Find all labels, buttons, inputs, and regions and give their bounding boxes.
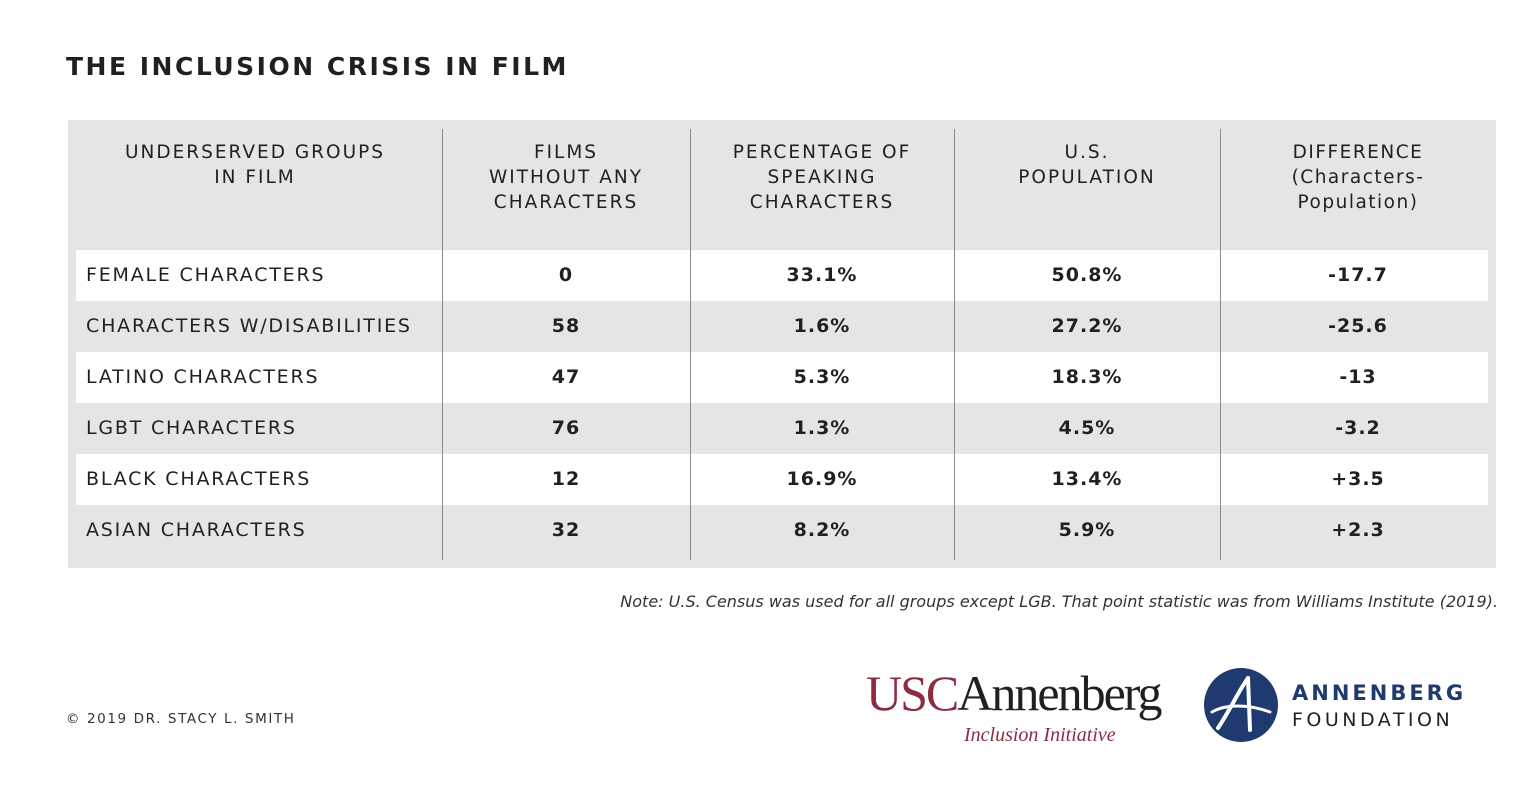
cell-us-population: 27.2% [1051,315,1123,337]
cell-films-without: 32 [551,519,581,541]
cell-us-population: 5.9% [1058,519,1116,541]
header-pct-speaking: PERCENTAGE OF SPEAKING CHARACTERS [732,142,912,213]
table-row [76,250,1488,301]
copyright: © 2019 DR. STACY L. SMITH [66,711,296,727]
usc-annenberg-logo: USCAnnenberg Inclusion Initiative [866,664,1178,750]
cell-pct-speaking: 33.1% [786,264,858,286]
cell-films-without: 76 [551,417,581,439]
row-label: LATINO CHARACTERS [86,366,320,388]
cell-us-population: 4.5% [1058,417,1116,439]
cell-films-without: 12 [551,468,581,490]
cell-us-population: 50.8% [1051,264,1123,286]
column-divider [442,129,443,560]
header-underserved-groups: UNDERSERVED GROUPS IN FILM [124,142,386,188]
usc-logo-text: USC [866,665,959,721]
column-divider [1220,129,1221,560]
annenberg-foundation-name: ANNENBERG [1292,681,1467,705]
annenberg-foundation-sub: FOUNDATION [1292,709,1454,731]
column-divider [690,129,691,560]
footnote: Note: U.S. Census was used for all group… [620,592,1498,611]
cell-pct-speaking: 1.6% [793,315,851,337]
annenberg-foundation-seal-icon [1204,668,1278,742]
column-divider [954,129,955,560]
cell-pct-speaking: 5.3% [793,366,851,388]
inclusion-table: UNDERSERVED GROUPS IN FILM FILMS WITHOUT… [68,120,1496,568]
row-label: CHARACTERS W/DISABILITIES [86,315,412,337]
header-difference: DIFFERENCE (Characters- Population) [1291,142,1425,213]
row-label: LGBT CHARACTERS [86,417,297,439]
cell-difference: -13 [1339,366,1377,388]
cell-pct-speaking: 1.3% [793,417,851,439]
cell-us-population: 13.4% [1051,468,1123,490]
cell-pct-speaking: 8.2% [793,519,851,541]
cell-pct-speaking: 16.9% [786,468,858,490]
annenberg-logo-text: Annenberg [957,665,1162,721]
cell-films-without: 0 [558,264,574,286]
cell-films-without: 58 [551,315,581,337]
cell-difference: -3.2 [1335,417,1381,439]
inclusion-initiative-text: Inclusion Initiative [964,724,1116,746]
table-row [76,454,1488,505]
cell-difference: -17.7 [1328,264,1388,286]
row-label: BLACK CHARACTERS [86,468,312,490]
table-row [76,352,1488,403]
cell-difference: +2.3 [1331,519,1385,541]
cell-difference: +3.5 [1331,468,1385,490]
page-title: THE INCLUSION CRISIS IN FILM [66,52,569,81]
cell-films-without: 47 [551,366,581,388]
header-us-population: U.S. POPULATION [1018,142,1156,188]
row-label: FEMALE CHARACTERS [86,264,326,286]
cell-difference: -25.6 [1328,315,1388,337]
header-films-without: FILMS WITHOUT ANY CHARACTERS [488,142,644,213]
row-label: ASIAN CHARACTERS [86,519,307,541]
cell-us-population: 18.3% [1051,366,1123,388]
